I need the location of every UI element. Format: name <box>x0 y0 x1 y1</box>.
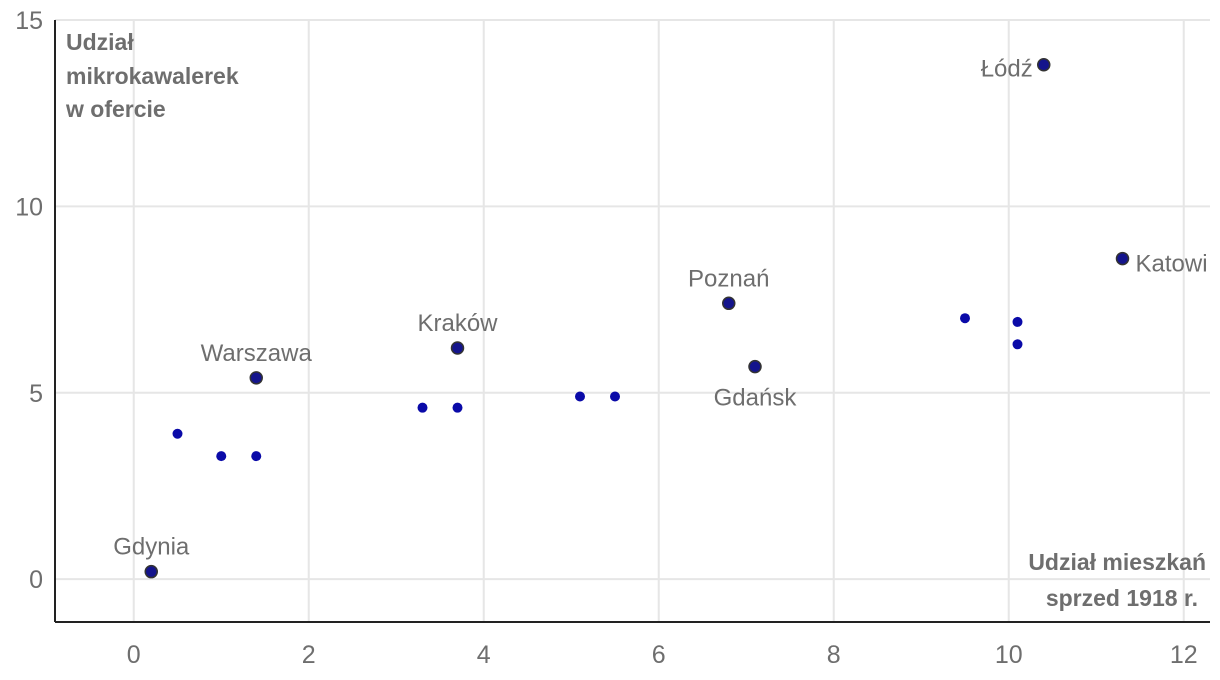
data-points <box>172 313 1023 462</box>
labeled-data-point <box>249 371 263 385</box>
data-point <box>216 451 227 462</box>
data-point <box>417 402 428 413</box>
x-tick-label: 8 <box>827 641 841 669</box>
y-tick-label: 5 <box>29 380 43 408</box>
labeled-data-point <box>1115 251 1130 266</box>
labeled-data-point <box>722 296 736 311</box>
data-point <box>960 313 970 324</box>
labeled-point: Poznań <box>688 265 769 311</box>
labeled-data-point <box>1037 57 1051 72</box>
point-label: Gdynia <box>113 534 190 561</box>
labeled-point: Kraków <box>417 310 498 355</box>
data-point <box>251 451 262 462</box>
point-label: Kraków <box>417 310 498 337</box>
data-point <box>1012 339 1023 350</box>
x-tick-labels: 0 2 4 6 8 10 12 <box>127 641 1198 669</box>
labeled-data-point <box>144 564 158 579</box>
y-axis-title-line-3: w ofercie <box>65 96 166 122</box>
data-point <box>172 428 183 439</box>
labeled-data-point <box>450 341 465 355</box>
x-tick-label: 2 <box>302 641 316 669</box>
labeled-point: Gdynia <box>113 534 190 579</box>
point-label: Gdańsk <box>714 385 798 412</box>
data-point <box>1012 316 1023 327</box>
x-tick-label: 10 <box>995 641 1023 669</box>
y-axis-title-line-2: mikrokawalerek <box>66 63 239 89</box>
labeled-point: Katowi <box>1115 251 1208 278</box>
x-axis-title-line-1: Udział mieszkań <box>1028 549 1206 575</box>
y-tick-label: 0 <box>29 566 43 594</box>
axes <box>54 20 1210 623</box>
x-tick-label: 12 <box>1170 641 1198 669</box>
x-axis-title-line-2: sprzed 1918 r. <box>1046 585 1198 611</box>
y-axis-title-line-1: Udział <box>66 29 134 55</box>
x-tick-label: 0 <box>127 641 141 669</box>
labeled-point: Łódź <box>981 56 1051 83</box>
x-tick-label: 4 <box>477 641 491 669</box>
point-label: Łódź <box>981 56 1033 83</box>
x-tick-label: 6 <box>652 641 666 669</box>
y-tick-label: 10 <box>15 193 43 221</box>
data-point <box>452 402 463 413</box>
grid <box>55 19 1210 622</box>
point-label: Poznań <box>688 265 769 292</box>
point-label: Warszawa <box>201 340 313 367</box>
point-label: Katowi <box>1136 251 1208 278</box>
labeled-points: Łódź Katowi Poznań Gdańsk Kraków Warszawa Gdyn… <box>113 56 1208 579</box>
data-point <box>575 391 585 402</box>
labeled-point: Gdańsk <box>714 359 798 412</box>
y-tick-labels: 0 5 10 15 <box>15 7 43 594</box>
labeled-point: Warszawa <box>201 340 313 385</box>
y-tick-label: 15 <box>15 7 43 35</box>
data-point <box>610 391 620 402</box>
labeled-data-point <box>748 359 762 374</box>
